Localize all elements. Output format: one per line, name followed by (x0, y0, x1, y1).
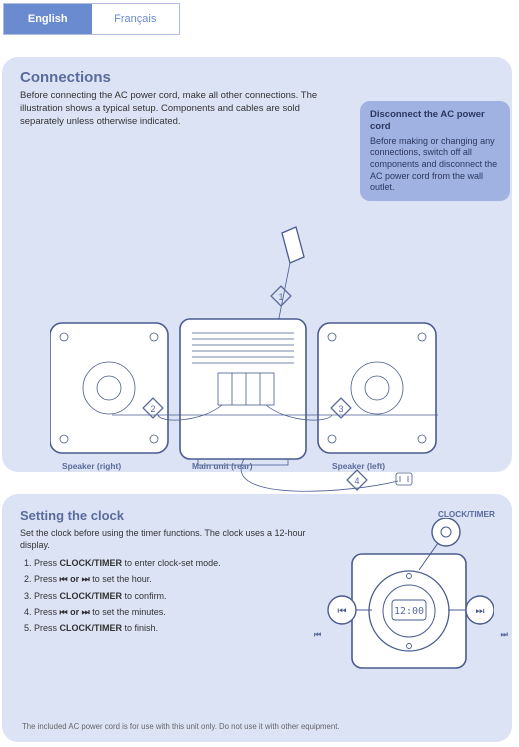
clock-diagram: 12:00 ⏮ ⏭ CLOCK/TIMER ⏮ ⏭ (324, 518, 494, 688)
connections-title: Connections (20, 69, 512, 86)
clock-step-5: Press CLOCK/TIMER to finish. (34, 622, 320, 634)
connections-diagram: 1 2 3 4 Speaker (right) Main unit (rear)… (50, 223, 450, 526)
step-num-1: 1 (278, 292, 283, 302)
clock-intro: Set the clock before using the timer fun… (20, 527, 310, 551)
clock-step-1: Press CLOCK/TIMER to enter clock-set mod… (34, 557, 320, 569)
label-next: ⏭ (478, 630, 508, 640)
tab-english[interactable]: English (4, 4, 92, 34)
step-num-4: 4 (354, 476, 359, 486)
clock-step-3: Press CLOCK/TIMER to confirm. (34, 590, 320, 602)
label-left-speaker: Speaker (left) (332, 461, 385, 471)
clock-panel: Setting the clock Set the clock before u… (2, 494, 512, 742)
svg-text:12:00: 12:00 (394, 606, 424, 617)
clock-step-2: Press ⏮ or ⏭ to set the hour. (34, 573, 320, 585)
language-tabs: English Français (3, 3, 180, 35)
clock-step-4: Press ⏮ or ⏭ to set the minutes. (34, 606, 320, 618)
power-disclaimer: The included AC power cord is for use wi… (22, 722, 492, 732)
warning-callout: Disconnect the AC power cord Before maki… (360, 101, 510, 201)
svg-text:⏭: ⏭ (476, 606, 485, 617)
step-num-3: 3 (338, 404, 343, 414)
svg-text:⏮: ⏮ (338, 606, 347, 617)
label-prev: ⏮ (314, 630, 344, 640)
step-num-2: 2 (150, 404, 155, 414)
clock-steps: Press CLOCK/TIMER to enter clock-set mod… (20, 557, 320, 634)
callout-body: Before making or changing any connection… (370, 136, 497, 193)
tab-francais[interactable]: Français (92, 4, 180, 34)
connections-panel: Connections Before connecting the AC pow… (2, 57, 512, 472)
callout-title: Disconnect the AC power cord (370, 109, 500, 134)
label-clock-timer: CLOCK/TIMER (438, 510, 498, 520)
connections-intro: Before connecting the AC power cord, mak… (20, 90, 320, 128)
label-right-speaker: Speaker (right) (62, 461, 121, 471)
label-main-unit: Main unit (rear) (192, 461, 253, 471)
